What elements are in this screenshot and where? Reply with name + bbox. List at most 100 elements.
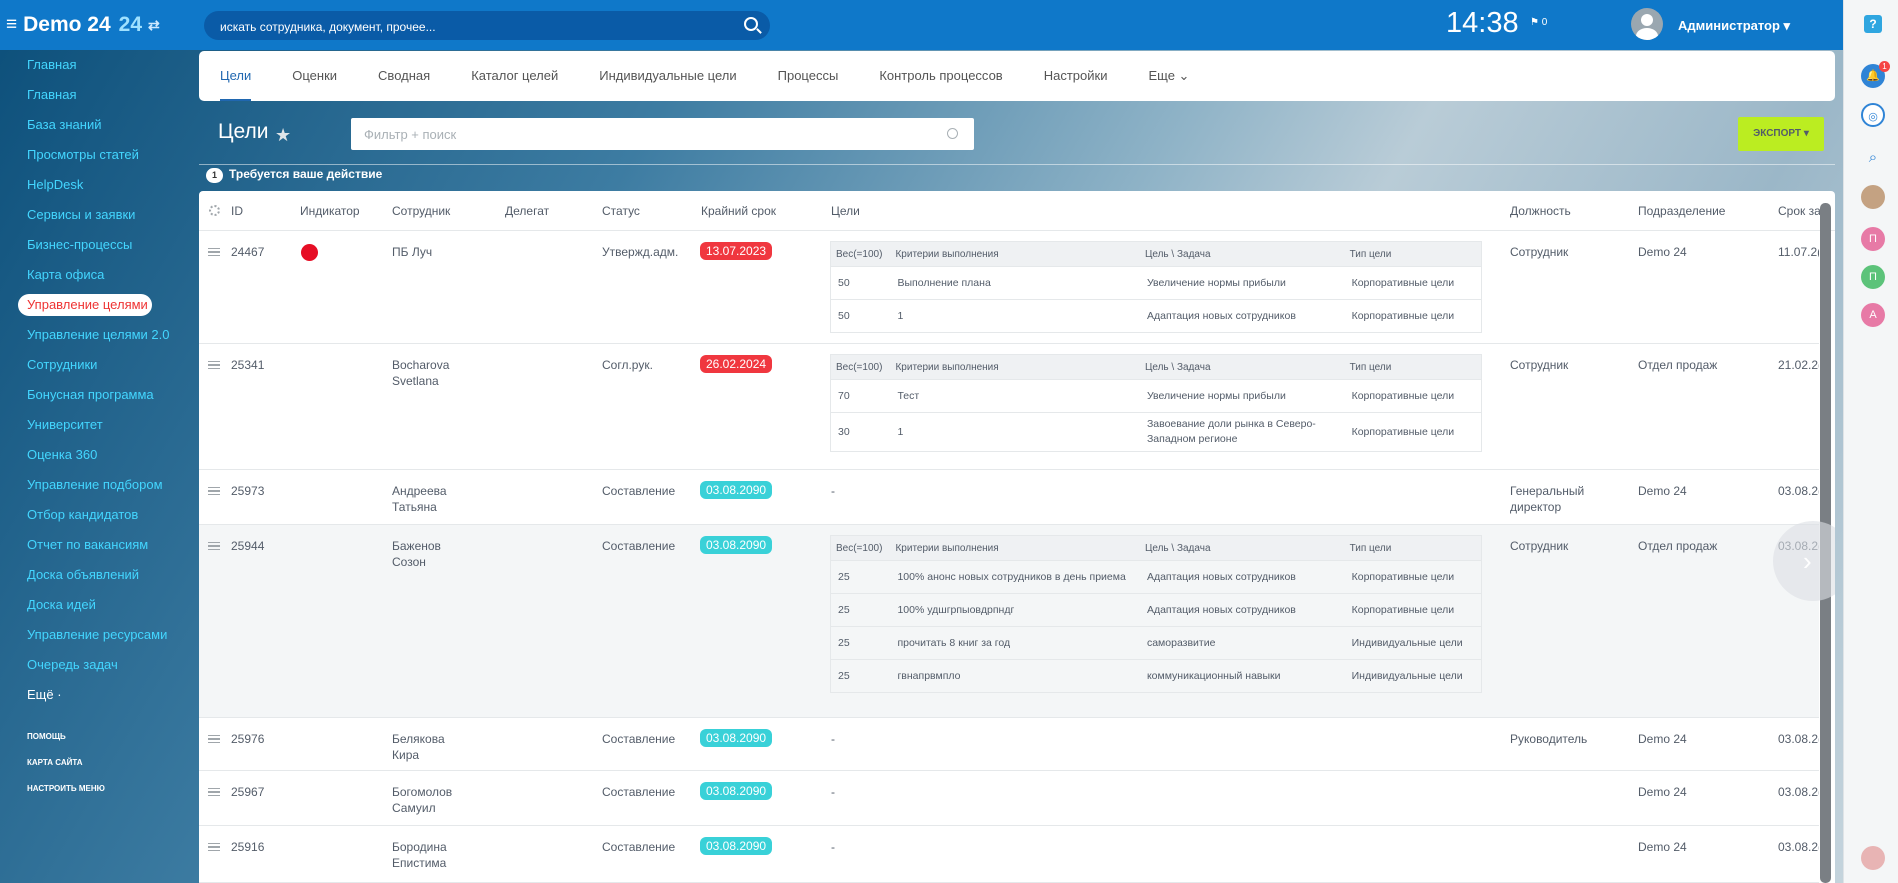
column-header[interactable]: Срок за [1778,204,1821,218]
column-header[interactable]: Должность [1510,204,1571,218]
goal-row[interactable]: 25 100% анонс новых сотрудников в день пр… [830,560,1482,594]
sidebar-item[interactable]: Бизнес-процессы [27,237,133,252]
sidebar-item[interactable]: Отчет по вакансиям [27,537,149,552]
table-row[interactable]: 25973 Андреева Татьяна Составление 03.08.20… [199,470,1819,525]
next-arrow-icon[interactable]: › [1773,521,1835,601]
sidebar-item[interactable]: Университет [27,417,103,432]
bot-icon[interactable] [1861,846,1885,870]
tab[interactable]: Сводная [378,68,431,83]
column-header[interactable]: Цели [831,204,860,218]
goal-cell: 25 [830,626,891,660]
table-row[interactable]: 25944 Баженов Созон Составление 03.08.2090 В… [199,525,1819,718]
sidebar-item[interactable]: Бонусная программа [27,387,154,402]
search-icon[interactable] [947,128,958,139]
employee-name[interactable]: Белякова Кира [392,732,445,762]
sidebar-item[interactable]: Главная [27,57,77,72]
employee-name[interactable]: Андреева Татьяна [392,484,447,514]
drag-handle-icon[interactable] [208,487,220,495]
sidebar-item[interactable]: Карта офиса [27,267,105,282]
gear-icon[interactable] [209,205,220,216]
search-icon[interactable] [744,17,758,31]
drag-handle-icon[interactable] [208,542,220,550]
tab[interactable]: Контроль процессов [879,68,1003,83]
sidebar-more[interactable]: Ещё · [27,687,62,702]
sidebar-item[interactable]: Управление ресурсами [27,627,168,642]
contact-avatar[interactable]: А [1861,303,1885,327]
employee-name[interactable]: Bocharova Svetlana [392,358,450,388]
goal-row[interactable]: 25 100% удшгрпыовдрпндг Адаптация новых со… [830,593,1482,627]
drag-handle-icon[interactable] [208,735,220,743]
sidebar-item[interactable]: Очередь задач [27,657,118,672]
goal-row[interactable]: 30 1 Завоевание доли рынка в Северо-Западн… [830,412,1482,452]
contact-avatar[interactable]: П [1861,227,1885,251]
goal-row[interactable]: 25 прочитать 8 книг за год саморазвитие Инд… [830,626,1482,660]
column-header[interactable]: Делегат [505,204,550,218]
star-icon[interactable]: ★ [275,125,292,145]
column-header[interactable]: Крайний срок [701,204,777,218]
search-icon[interactable]: ⌕ [1868,149,1878,166]
row-id: 25967 [231,785,265,799]
sidebar-item[interactable]: Просмотры статей [27,147,139,162]
contact-avatar[interactable]: П [1861,265,1885,289]
user-menu[interactable]: Администратор ▾ [1678,18,1791,33]
help-link[interactable]: ПОМОЩЬ [27,732,66,741]
tab[interactable]: Еще ⌄ [1148,68,1190,83]
table-row[interactable]: 25916 Бородина Епистима Составление 03.08.2… [199,826,1819,883]
tab[interactable]: Настройки [1043,68,1108,83]
column-header[interactable]: Индикатор [300,204,360,218]
sidebar-item[interactable]: Главная [27,87,77,102]
sidebar-item[interactable]: Сотрудники [27,357,98,372]
chat-icon[interactable]: ◎ [1861,103,1885,127]
column-header[interactable]: ID [231,204,243,218]
configure-menu-link[interactable]: НАСТРОИТЬ МЕНЮ [27,784,105,793]
employee-name[interactable]: Бородина Епистима [392,840,447,870]
position: Сотрудник [1510,245,1569,259]
sidebar-item[interactable]: Доска идей [27,597,96,612]
column-header[interactable]: Сотрудник [392,204,451,218]
site-map-link[interactable]: КАРТА САЙТА [27,758,83,767]
goal-row[interactable]: 50 1 Адаптация новых сотрудников Корпоратив… [830,299,1482,333]
column-header[interactable]: Статус [602,204,640,218]
sidebar-item[interactable]: Сервисы и заявки [27,207,136,222]
employee-name[interactable]: Баженов Созон [392,539,441,569]
swap-icon[interactable]: ⇄ [148,16,160,33]
tab[interactable]: Индивидуальные цели [599,68,737,83]
drag-handle-icon[interactable] [208,843,220,851]
filter-input[interactable]: Фильтр + поиск [351,118,974,150]
help-icon[interactable]: ? [1864,15,1882,33]
menu-icon[interactable]: ≡ [6,14,18,35]
row-id: 25341 [231,358,265,372]
drag-handle-icon[interactable] [208,248,220,256]
employee-name[interactable]: ПБ Луч [392,245,433,259]
table-row[interactable]: 25976 Белякова Кира Составление 03.08.2090 -… [199,718,1819,771]
table-row[interactable]: 25967 Богомолов Самуил Составление 03.08.20… [199,771,1819,826]
goal-row[interactable]: 50 Выполнение плана Увеличение нормы прибы… [830,266,1482,300]
sidebar-item[interactable]: Управление целями 2.0 [27,327,170,342]
sidebar-item[interactable]: Управление подбором [27,477,163,492]
table-row[interactable]: 25341 Bocharova Svetlana Согл.рук. 26.02.20… [199,344,1819,470]
sidebar-item[interactable]: Отбор кандидатов [27,507,139,522]
drag-handle-icon[interactable] [208,788,220,796]
sidebar-item[interactable]: Управление целями [18,294,152,316]
logo[interactable]: ≡ Demo 24 24 ⇄ [0,13,160,37]
column-header[interactable]: Подразделение [1638,204,1726,218]
export-button[interactable]: ЭКСПОРТ ▾ [1738,117,1824,151]
goal-row[interactable]: 70 Тест Увеличение нормы прибыли Корпоратив… [830,379,1482,413]
action-notice[interactable]: 1 Требуется ваше действие [206,167,382,183]
tab[interactable]: Оценки [292,68,338,83]
employee-name[interactable]: Богомолов Самуил [392,785,453,815]
contact-avatar[interactable] [1861,185,1885,209]
tab[interactable]: Цели [220,51,252,101]
flag-counter[interactable]: ⚑ 0 [1530,17,1548,28]
goal-row[interactable]: 25 гвнапрвмпло коммуникационный навыки Инди… [830,659,1482,693]
table-row[interactable]: 24467 ПБ Луч Утвержд.адм. 13.07.2023 Вес(=10… [199,231,1819,344]
sidebar-item[interactable]: База знаний [27,117,102,132]
sidebar-item[interactable]: Доска объявлений [27,567,140,582]
drag-handle-icon[interactable] [208,361,220,369]
tab[interactable]: Процессы [777,68,839,83]
avatar[interactable] [1631,8,1663,40]
sidebar-item[interactable]: HelpDesk [27,177,84,192]
search-input[interactable]: искать сотрудника, документ, прочее... [204,11,770,40]
tab[interactable]: Каталог целей [471,68,559,83]
sidebar-item[interactable]: Оценка 360 [27,447,98,462]
